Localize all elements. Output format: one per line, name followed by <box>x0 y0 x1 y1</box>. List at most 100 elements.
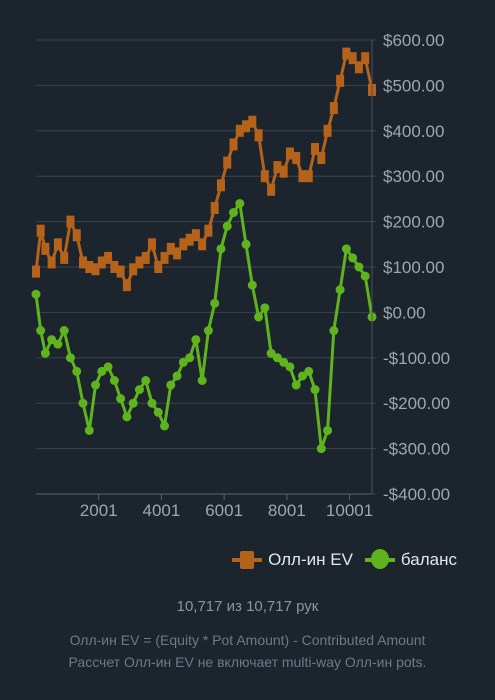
data-point <box>135 256 144 269</box>
data-point <box>336 74 345 87</box>
data-point <box>323 124 332 137</box>
legend-balance-label: баланс <box>400 550 457 569</box>
data-point <box>122 279 131 292</box>
data-point <box>103 362 113 372</box>
data-point <box>97 256 106 269</box>
y-tick-label: $0.00 <box>383 303 426 322</box>
data-point <box>361 52 370 65</box>
data-point <box>72 366 82 376</box>
data-point <box>85 261 94 273</box>
series-balance <box>31 198 377 454</box>
x-tick-label: 10001 <box>326 501 373 520</box>
data-point <box>141 376 151 385</box>
data-point <box>266 348 276 358</box>
x-tick-label: 6001 <box>205 501 243 520</box>
data-point <box>116 265 125 278</box>
data-point <box>172 371 182 381</box>
data-point <box>134 385 144 395</box>
data-point <box>216 244 226 254</box>
data-point <box>191 229 200 242</box>
data-point <box>248 115 257 128</box>
legend-item-balance[interactable]: баланс <box>364 547 457 573</box>
y-tick-label: -$400.00 <box>383 485 450 504</box>
data-point <box>185 353 195 363</box>
data-point <box>348 253 358 263</box>
data-point <box>66 215 75 228</box>
data-point <box>291 380 301 390</box>
data-point <box>185 233 194 246</box>
data-point <box>254 129 263 142</box>
data-point <box>41 242 50 255</box>
data-point <box>153 407 163 417</box>
ev-multiway-note: Рассчет Олл-ин EV не включает multi-way … <box>68 654 427 670</box>
data-point <box>32 265 40 278</box>
hands-count: 10,717 из 10,717 рук <box>176 598 319 615</box>
data-point <box>273 161 282 174</box>
data-point <box>323 425 333 435</box>
legend: Олл-ин EV баланс <box>232 547 457 573</box>
data-point <box>348 52 357 65</box>
data-point <box>116 394 126 404</box>
data-point <box>47 335 57 345</box>
data-point <box>316 444 326 454</box>
data-point <box>31 289 41 299</box>
data-point <box>160 251 169 264</box>
data-point <box>65 353 75 363</box>
legend-ev-label: Олл-ин EV <box>268 550 353 569</box>
data-point <box>210 298 220 308</box>
data-point <box>47 256 56 269</box>
square-marker-icon <box>232 547 263 573</box>
data-point <box>178 357 188 367</box>
data-point <box>216 179 225 192</box>
data-point <box>91 380 101 390</box>
data-point <box>203 326 213 336</box>
ev-formula-note: Олл-ин EV = (Equity * Pot Amount) - Cont… <box>69 632 426 648</box>
data-point <box>298 170 307 183</box>
data-point <box>222 221 232 231</box>
data-point <box>128 398 138 408</box>
data-point <box>279 165 288 178</box>
data-point <box>79 256 88 269</box>
data-point <box>210 201 219 214</box>
data-point <box>235 124 244 137</box>
data-point <box>360 271 370 281</box>
data-point <box>311 142 320 155</box>
y-tick-label: -$100.00 <box>383 349 450 368</box>
data-point <box>53 339 63 349</box>
data-point <box>254 312 264 322</box>
data-point <box>229 138 238 151</box>
data-point <box>191 335 201 345</box>
data-point <box>241 239 251 249</box>
chart: $600.00 $500.00 $400.00 $300.00 $200.00 $100.… <box>31 31 450 520</box>
series-layer <box>31 47 377 454</box>
legend-item-ev[interactable]: Олл-ин EV <box>232 547 353 573</box>
data-point <box>198 238 207 251</box>
x-tick-label: 8001 <box>268 501 306 520</box>
data-point <box>235 198 245 208</box>
y-tick-label: $400.00 <box>383 122 444 141</box>
data-point <box>229 208 239 218</box>
data-point <box>36 326 46 336</box>
x-tick-label: 4001 <box>143 501 181 520</box>
data-point <box>179 238 188 251</box>
y-tick-label: $100.00 <box>383 258 444 277</box>
series-line <box>34 52 374 287</box>
data-point <box>36 224 45 237</box>
data-point <box>260 303 270 313</box>
data-point <box>166 380 176 390</box>
data-point <box>341 244 351 254</box>
data-point <box>109 376 119 385</box>
y-tick-label: $500.00 <box>383 76 444 95</box>
data-point <box>267 183 276 196</box>
data-point <box>197 376 207 385</box>
data-point <box>279 357 289 367</box>
x-tick-label: 2001 <box>80 501 118 520</box>
data-point <box>204 224 213 237</box>
data-point <box>40 348 50 358</box>
data-point <box>285 147 294 160</box>
data-point <box>60 251 69 264</box>
data-point <box>78 398 88 408</box>
y-tick-label: -$300.00 <box>383 440 450 459</box>
data-point <box>242 120 251 133</box>
data-point <box>310 385 320 395</box>
